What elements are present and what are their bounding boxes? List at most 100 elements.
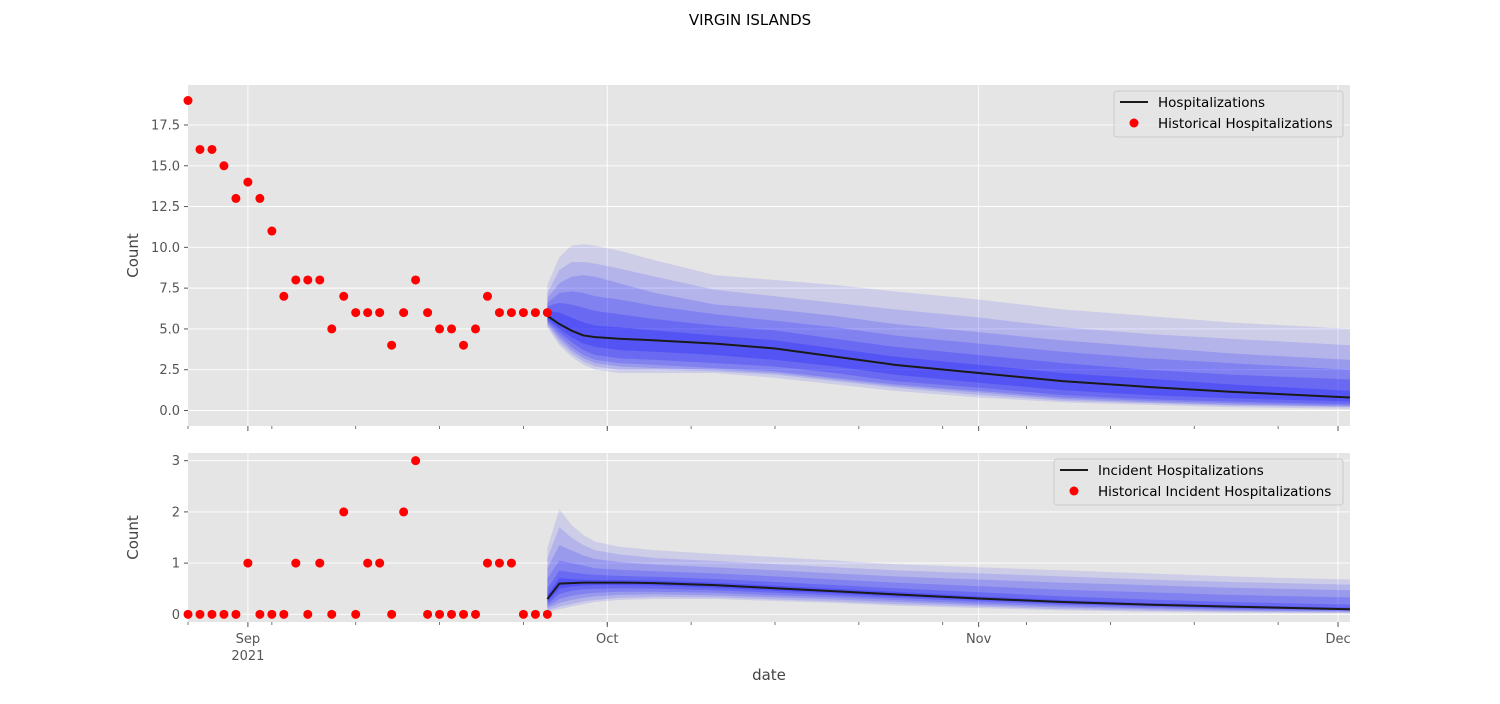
y-tick-label: 7.5 [159,282,180,297]
legend-label: Incident Hospitalizations [1098,463,1264,479]
data-point [399,308,409,318]
data-point [375,308,385,318]
x-tick-label: Sep [236,632,261,647]
x-axis-label: date [752,666,786,684]
data-point [279,609,289,619]
data-point [303,609,313,619]
y-tick-label: 12.5 [151,200,180,215]
data-point [363,308,373,318]
fan-band-1 [547,244,1350,409]
fan-band-5 [547,570,1350,611]
data-point [459,609,469,619]
data-point [231,609,241,619]
y-tick-label: 0.0 [159,404,180,419]
data-point [399,507,409,517]
legend-point-swatch [1129,118,1139,128]
data-point [411,275,421,285]
data-point [243,177,253,187]
data-point [423,609,433,619]
fan-band-4 [547,560,1350,612]
data-point [471,324,481,334]
data-point [267,609,277,619]
legend-box [1113,90,1344,138]
median-line [546,315,1350,399]
data-point [339,507,349,517]
chart-panel-2: 0 1 2 3 Count Incident Hospitalizations Histor… [124,453,1351,684]
data-point [387,340,397,350]
data-point [530,609,540,619]
data-point [423,308,433,318]
historical-points [183,456,552,619]
data-point [291,275,301,285]
chart-panel-1: 0.0 2.5 5.0 7.5 10.0 12.5 15.0 17.5 Count Hospita… [124,85,1350,431]
data-point [267,226,277,236]
data-point [183,96,193,105]
y-tick-label: 15.0 [151,159,180,174]
data-point [411,456,421,466]
fan-band-5 [547,302,1350,404]
fan-band-6 [547,310,1350,402]
fan-chart [546,509,1350,614]
data-point [351,308,361,318]
data-point [530,308,540,318]
x-tick-label: Oct [596,632,618,647]
fan-band-2 [547,262,1350,408]
data-point [506,558,516,568]
data-point [387,609,397,619]
data-point [219,609,229,619]
historical-points [183,96,552,350]
median-line [546,581,1350,611]
data-point [315,275,325,285]
y-tick-label: 3 [172,454,180,469]
data-point [363,558,373,568]
y-axis-label: Count [124,233,142,278]
y-tick-label: 1 [172,557,180,572]
data-point [542,308,552,318]
data-point [494,308,504,318]
y-tick-label: 2 [172,505,180,520]
data-point [459,340,469,350]
data-point [231,193,241,203]
data-point [207,609,217,619]
data-point [303,275,313,285]
data-point [183,609,193,619]
y-tick-label: 17.5 [151,118,180,133]
legend-label: Hospitalizations [1158,95,1265,111]
fan-band-2 [547,527,1350,613]
data-point [351,609,361,619]
data-point [243,558,253,568]
data-point [327,609,337,619]
data-point [195,144,205,154]
y-tick-label: 2.5 [159,363,180,378]
data-point [195,609,205,619]
data-point [255,609,265,619]
data-point [375,558,385,568]
y-tick-label: 0 [172,608,180,623]
data-point [482,558,492,568]
y-tick-label: 10.0 [151,241,180,256]
legend-label: Historical Incident Hospitalizations [1098,484,1331,500]
plot-area [188,85,1350,426]
figure-title: VIRGIN ISLANDS [688,11,812,29]
data-point [506,308,516,318]
data-point [518,308,528,318]
legend-label: Historical Hospitalizations [1158,116,1333,132]
fan-chart [546,244,1350,409]
y-axis-label: Count [124,515,142,560]
data-point [447,324,457,334]
data-point [542,609,552,619]
data-point [207,144,217,154]
data-point [315,558,325,568]
data-point [447,609,457,619]
data-point [291,558,301,568]
data-point [435,609,445,619]
data-point [279,291,289,301]
data-point [339,291,349,301]
data-point [482,291,492,301]
fan-band-4 [547,291,1350,406]
data-point [518,609,528,619]
legend-box [1053,458,1344,506]
x-tick-label: Nov [966,632,992,647]
